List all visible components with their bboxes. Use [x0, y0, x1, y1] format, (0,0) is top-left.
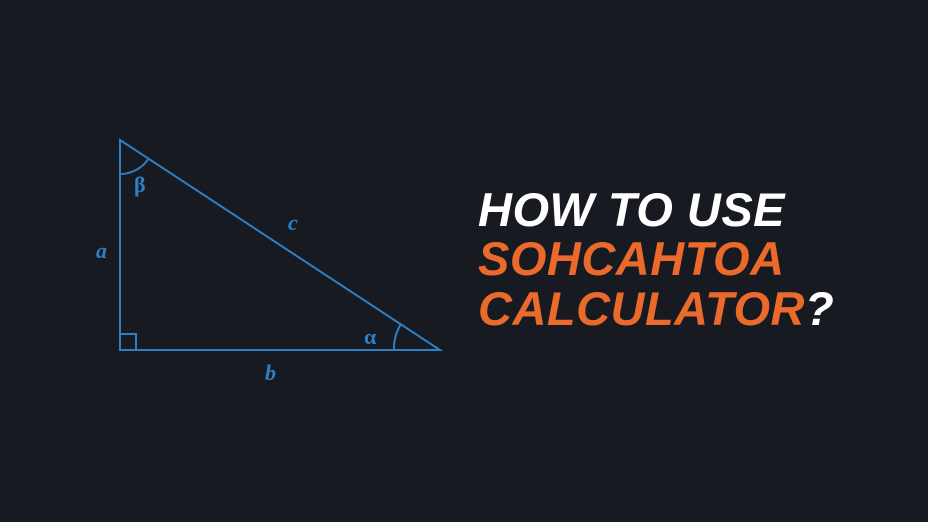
- side-b-label: b: [265, 360, 276, 385]
- angle-alpha-label: α: [364, 324, 377, 349]
- title-text-1a: HOW TO USE: [478, 183, 785, 236]
- triangle-outline: [120, 140, 440, 350]
- title-line-1: HOW TO USE: [478, 185, 918, 234]
- title-text-3a: CALCULATOR: [478, 282, 805, 335]
- triangle-svg: a b c β α: [50, 130, 450, 410]
- angle-alpha-arc: [394, 324, 401, 350]
- angle-beta-label: β: [134, 172, 146, 197]
- title-text-3b: ?: [805, 282, 834, 335]
- side-c-label: c: [288, 210, 298, 235]
- page-title: HOW TO USE SOHCAHTOA CALCULATOR?: [478, 185, 918, 333]
- title-line-2: SOHCAHTOA: [478, 234, 918, 283]
- right-angle-marker: [120, 334, 136, 350]
- title-text-2a: SOHCAHTOA: [478, 232, 785, 285]
- triangle-diagram: a b c β α: [50, 130, 450, 410]
- title-line-3: CALCULATOR?: [478, 284, 918, 333]
- side-a-label: a: [96, 238, 107, 263]
